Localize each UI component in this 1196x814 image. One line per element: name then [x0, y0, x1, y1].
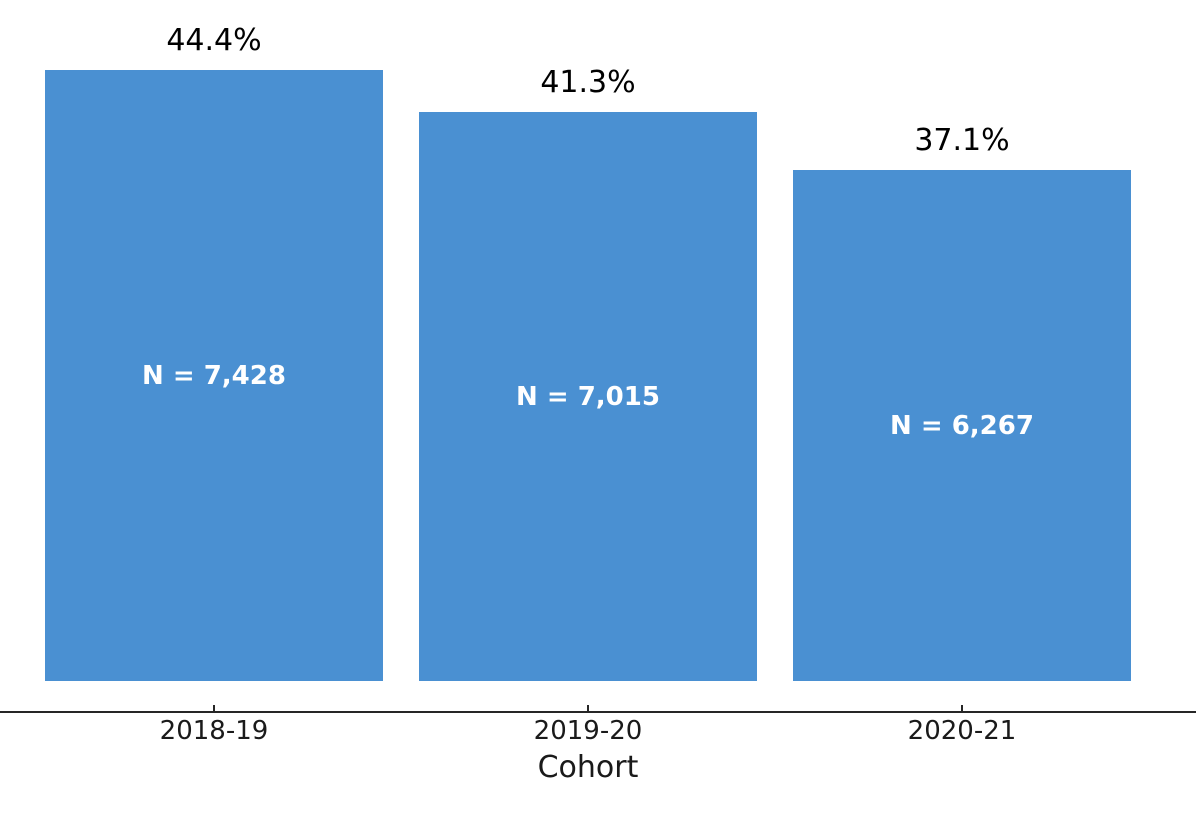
bar-value-label: 37.1% — [914, 123, 1010, 158]
x-axis-tick-mark — [587, 705, 589, 711]
bar-n-label: N = 6,267 — [890, 410, 1034, 441]
x-axis-tick-label: 2018-19 — [159, 716, 269, 746]
bar-n-label: N = 7,428 — [142, 360, 286, 391]
bar-value-label: 44.4% — [166, 23, 262, 58]
x-axis-title: Cohort — [537, 750, 639, 785]
x-axis-tick-label: 2020-21 — [907, 716, 1017, 746]
x-axis-tick-mark — [961, 705, 963, 711]
x-axis-tick-label: 2019-20 — [533, 716, 643, 746]
x-axis-tick-mark — [213, 705, 215, 711]
bar: N = 7,428 — [45, 70, 383, 681]
bar: N = 7,015 — [419, 112, 757, 681]
bar-n-label: N = 7,015 — [516, 381, 660, 412]
x-axis-line — [0, 711, 1196, 713]
bar-value-label: 41.3% — [540, 65, 636, 100]
bar: N = 6,267 — [793, 170, 1131, 681]
